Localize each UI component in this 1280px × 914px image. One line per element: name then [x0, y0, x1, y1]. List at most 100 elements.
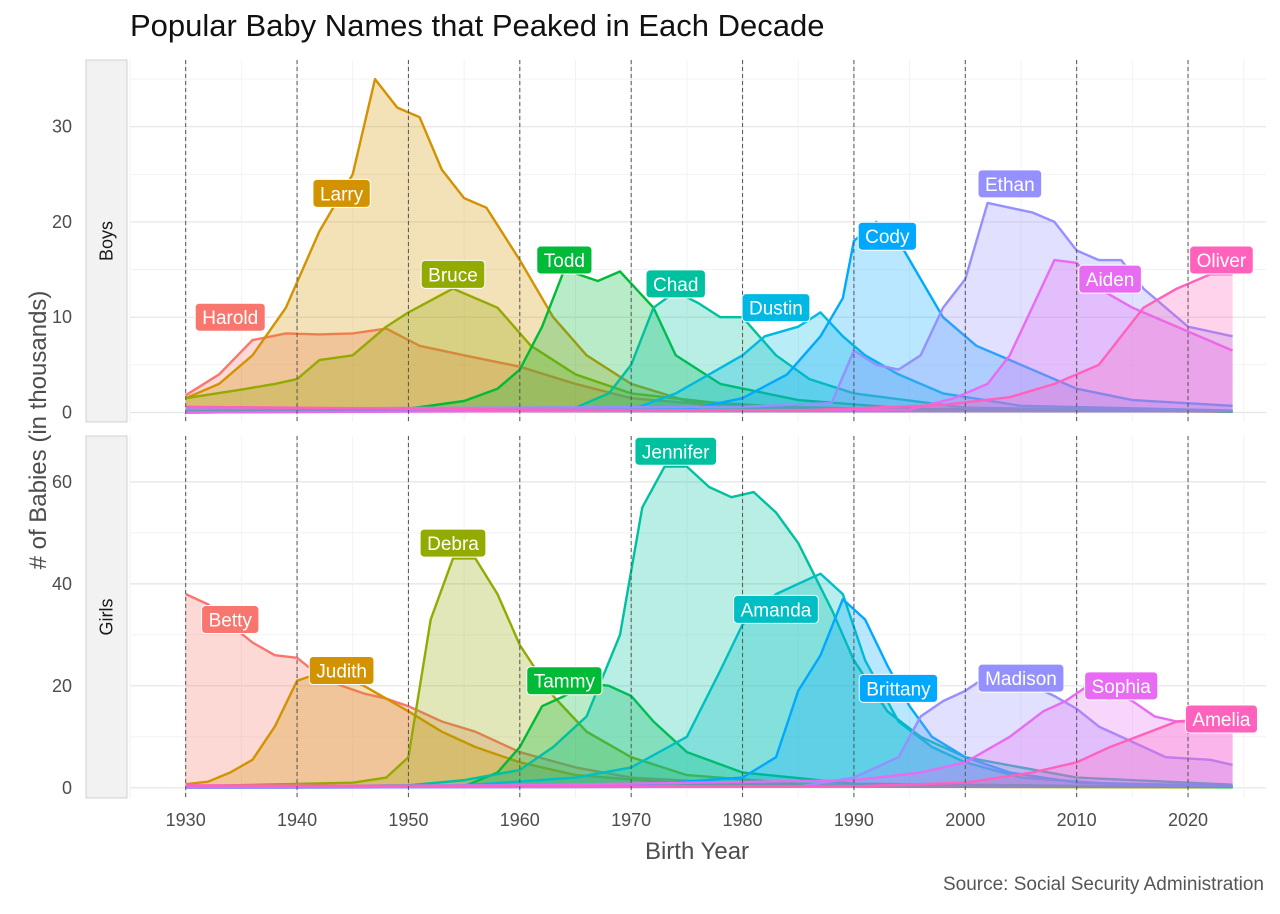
x-axis-title: Birth Year: [645, 838, 749, 865]
x-axis: 1930 1940 1950 1960 1970 1980 1990 2000 2010 2020: [166, 810, 1208, 830]
x-tick-label: 1980: [723, 810, 763, 830]
label-box: [536, 245, 593, 275]
area-harold: [185, 328, 1233, 413]
label-text: Aiden: [1086, 270, 1135, 291]
strip-label: Girls: [97, 599, 117, 636]
x-tick-label: 1950: [388, 810, 428, 830]
label-box: [977, 663, 1065, 693]
label-box: [201, 605, 260, 635]
label-text: Jennifer: [642, 442, 710, 463]
area-larry: [185, 79, 1233, 413]
label-text: Betty: [209, 611, 253, 632]
name-label-chad: Chad: [645, 269, 706, 299]
label-box: [634, 436, 718, 466]
name-label-bruce: Bruce: [420, 259, 486, 289]
label-text: Judith: [316, 662, 367, 683]
label-box: [733, 594, 819, 624]
x-tick-label: 2020: [1168, 810, 1208, 830]
name-label-tammy: Tammy: [526, 666, 603, 696]
label-box: [194, 302, 266, 332]
label-box: [420, 259, 486, 289]
label-text: Debra: [427, 534, 479, 555]
series-group: [185, 77, 1234, 414]
area-amelia: [185, 719, 1233, 788]
y-tick-label: 0: [62, 778, 72, 798]
name-labels: Harold Larry Bruce Todd Chad Dustin Cody Ethan A…: [194, 169, 1254, 332]
y-tick-label: 10: [52, 307, 72, 327]
name-label-debra: Debra: [419, 528, 487, 558]
area-cody: [185, 221, 1233, 413]
label-text: Dustin: [749, 299, 803, 320]
label-text: Oliver: [1197, 251, 1247, 272]
line-aiden: [185, 258, 1234, 414]
name-label-larry: Larry: [312, 178, 371, 208]
label-text: Tammy: [534, 672, 596, 693]
chart-panels: Boys 0 10 20 30 Harold Larry Bruce Todd Chad Dusti…: [52, 59, 1266, 799]
y-tick-label: 60: [52, 472, 72, 492]
name-labels: Betty Judith Debra Tammy Jennifer Amanda Britt…: [201, 436, 1258, 734]
line-sophia: [185, 684, 1233, 788]
area-tammy: [185, 683, 1233, 788]
area-oliver: [185, 274, 1233, 413]
label-box: [977, 169, 1043, 199]
area-debra: [185, 558, 1233, 788]
area-ethan: [185, 202, 1233, 413]
name-label-aiden: Aiden: [1078, 264, 1142, 294]
area-amanda: [185, 573, 1233, 788]
x-tick-label: 1970: [611, 810, 651, 830]
name-label-amelia: Amelia: [1184, 704, 1258, 734]
label-text: Madison: [985, 669, 1057, 690]
area-bruce: [185, 288, 1233, 413]
name-label-jennifer: Jennifer: [634, 436, 718, 466]
x-tick-label: 1990: [834, 810, 874, 830]
area-todd: [185, 269, 1233, 413]
label-box: [419, 528, 487, 558]
label-box: [1189, 245, 1254, 275]
area-betty: [185, 594, 1233, 788]
label-text: Larry: [320, 184, 364, 205]
label-text: Amelia: [1192, 710, 1251, 731]
name-label-madison: Madison: [977, 663, 1065, 693]
area-jennifer: [185, 466, 1233, 788]
strip-girls: [85, 435, 128, 799]
label-text: Chad: [653, 275, 698, 296]
line-amanda: [185, 572, 1233, 788]
label-text: Brittany: [866, 679, 931, 700]
label-box: [1084, 671, 1159, 701]
chart-title: Popular Baby Names that Peaked in Each D…: [130, 8, 825, 43]
line-jennifer: [185, 465, 1233, 789]
area-judith: [185, 673, 1233, 788]
label-text: Harold: [202, 308, 258, 329]
name-label-betty: Betty: [201, 605, 260, 635]
name-label-brittany: Brittany: [858, 673, 939, 703]
y-tick-label: 0: [62, 402, 72, 422]
line-oliver: [185, 273, 1233, 412]
name-label-dustin: Dustin: [741, 293, 811, 323]
label-text: Amanda: [741, 600, 812, 621]
line-judith: [185, 671, 1233, 789]
name-label-sophia: Sophia: [1084, 671, 1159, 701]
y-axis-title: # of Babies (in thousands): [25, 291, 52, 570]
area-aiden: [185, 260, 1233, 413]
name-label-oliver: Oliver: [1189, 245, 1254, 275]
line-chad: [185, 290, 1233, 413]
label-text: Ethan: [985, 175, 1035, 196]
y-tick-label: 40: [52, 574, 72, 594]
label-text: Sophia: [1092, 677, 1152, 698]
label-box: [1184, 704, 1258, 734]
x-tick-label: 1930: [166, 810, 206, 830]
area-sophia: [185, 685, 1233, 788]
name-label-harold: Harold: [194, 302, 266, 332]
area-chad: [185, 291, 1233, 413]
line-bruce: [185, 287, 1233, 413]
label-box: [1078, 264, 1142, 294]
y-tick-label: 20: [52, 676, 72, 696]
chart-caption: Source: Social Security Administration: [942, 874, 1264, 895]
name-label-amanda: Amanda: [733, 594, 819, 624]
area-dustin: [185, 312, 1233, 413]
name-label-judith: Judith: [308, 656, 375, 686]
label-box: [312, 178, 371, 208]
x-tick-label: 1960: [500, 810, 540, 830]
label-box: [858, 673, 939, 703]
